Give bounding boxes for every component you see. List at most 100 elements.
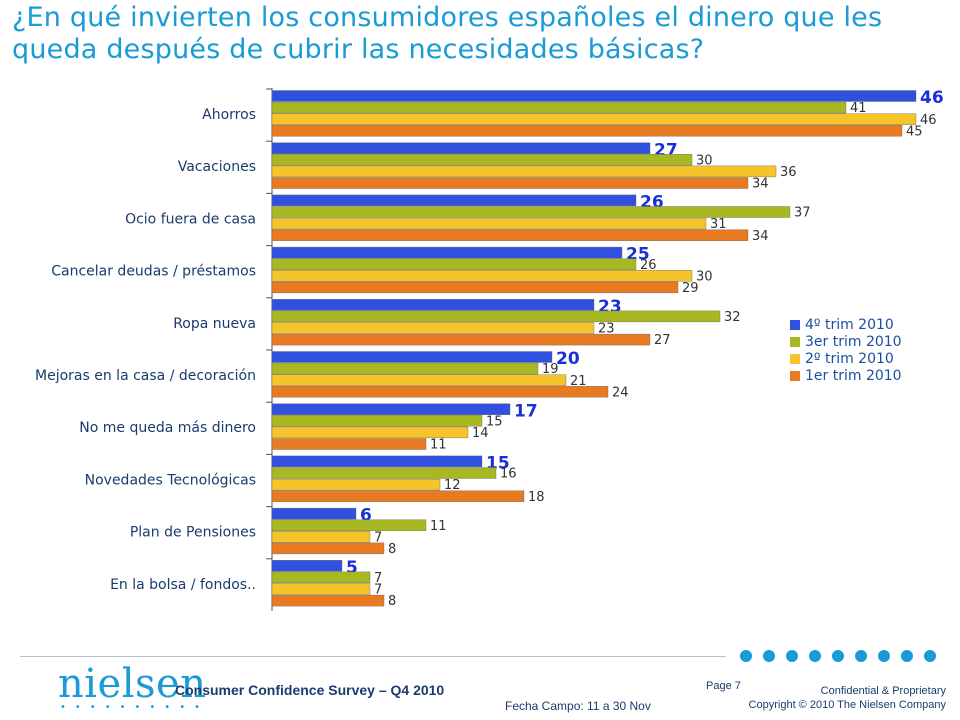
data-label: 11	[430, 438, 447, 453]
data-label: 41	[850, 101, 867, 116]
data-label: 30	[696, 269, 713, 284]
chart-title-line1: ¿En qué invierten los consumidores españ…	[12, 2, 883, 33]
bar-4	[271, 386, 609, 398]
data-label: 6	[360, 506, 372, 526]
data-label: 12	[444, 478, 461, 493]
confidentiality-notice: Confidential & Proprietary Copyright © 2…	[749, 684, 946, 712]
data-label: 29	[682, 281, 699, 296]
copyright-label: Copyright © 2010 The Nielsen Company	[748, 699, 946, 711]
data-label: 18	[528, 490, 545, 505]
legend-item: 2º trim 2010	[790, 350, 902, 367]
legend-label: 4º trim 2010	[805, 316, 894, 333]
category-label: Cancelar deudas / préstamos	[51, 264, 256, 280]
category-label: Ocio fuera de casa	[125, 211, 256, 227]
data-label: 46	[920, 113, 937, 128]
bar-1	[271, 194, 637, 207]
category-label: Ahorros	[202, 107, 256, 123]
bar-3	[271, 583, 371, 595]
survey-name: Consumer Confidence Survey – Q4 2010	[175, 682, 445, 698]
category-label: Plan de Pensiones	[130, 525, 256, 541]
legend-swatch	[790, 353, 800, 364]
legend-label: 1er trim 2010	[805, 367, 902, 384]
legend-item: 3er trim 2010	[790, 333, 902, 350]
bar-2	[271, 571, 371, 584]
chart-title-line2: queda después de cubrir las necesidades …	[12, 34, 705, 65]
legend-swatch	[790, 336, 800, 347]
data-label: 30	[696, 153, 713, 168]
bar-3	[271, 270, 693, 282]
bar-4	[271, 177, 749, 189]
data-label: 11	[430, 519, 447, 534]
bar-1	[271, 90, 917, 102]
category-label: Ropa nueva	[173, 316, 256, 332]
bar-4	[271, 594, 385, 607]
bar-4	[271, 438, 427, 450]
bar-2	[271, 519, 427, 531]
data-label: 37	[794, 206, 811, 221]
bar-3	[271, 322, 595, 334]
bar-1	[271, 403, 511, 415]
data-label: 7	[374, 530, 382, 545]
category-label: Novedades Tecnológicas	[85, 472, 256, 488]
legend-swatch	[790, 370, 800, 381]
data-label: 15	[486, 414, 503, 429]
bar-2	[271, 362, 539, 375]
category-label: Vacaciones	[178, 159, 256, 175]
data-label: 8	[388, 542, 396, 557]
category-label: No me queda más dinero	[79, 420, 256, 436]
confidential-label: Confidential & Proprietary	[820, 685, 946, 697]
bar-1	[271, 299, 595, 311]
data-label: 23	[598, 322, 615, 337]
data-label: 5	[346, 558, 358, 578]
data-label: 31	[710, 217, 727, 232]
data-label: 14	[472, 426, 489, 441]
bar-4	[271, 125, 903, 137]
bar-2	[271, 467, 497, 479]
bar-3	[271, 165, 777, 178]
data-label: 8	[388, 594, 396, 609]
data-label: 46	[920, 88, 944, 108]
bar-2	[271, 206, 791, 218]
bar-4	[271, 281, 679, 294]
bar-2	[271, 415, 483, 427]
bar-3	[271, 531, 371, 543]
data-label: 7	[374, 583, 382, 598]
nielsen-logo: nielsen	[58, 661, 207, 707]
data-label: 34	[752, 177, 769, 192]
bar-2	[271, 258, 637, 270]
logo-dots-decoration: ••••••••••	[60, 702, 209, 713]
bar-1	[271, 560, 343, 572]
footer-dots-decoration	[740, 650, 936, 662]
bar-1	[271, 351, 553, 363]
bar-4	[271, 333, 651, 346]
legend-item: 4º trim 2010	[790, 316, 902, 333]
data-label: 17	[514, 401, 538, 421]
bar-3	[271, 426, 469, 439]
bar-1	[271, 142, 651, 154]
legend-item: 1er trim 2010	[790, 367, 902, 384]
data-label: 19	[542, 362, 559, 377]
bar-1	[271, 246, 623, 259]
data-label: 34	[752, 229, 769, 244]
footer: nielsen •••••••••• Consumer Confidence S…	[0, 644, 960, 720]
data-label: 16	[500, 467, 517, 482]
category-label: En la bolsa / fondos..	[110, 577, 256, 593]
data-label: 36	[780, 165, 797, 180]
bar-1	[271, 455, 483, 468]
bar-3	[271, 217, 707, 230]
legend-label: 2º trim 2010	[805, 350, 894, 367]
data-label: 32	[724, 310, 741, 325]
bar-3	[271, 374, 567, 386]
bar-4	[271, 490, 525, 502]
legend-label: 3er trim 2010	[805, 333, 902, 350]
fieldwork-dates: Fecha Campo: 11 a 30 Nov	[505, 699, 651, 713]
bar-4	[271, 229, 749, 241]
bar-2	[271, 154, 693, 166]
data-label: 20	[556, 349, 580, 369]
chart-legend: 4º trim 2010 3er trim 2010 2º trim 2010 1er…	[790, 316, 902, 384]
legend-swatch	[790, 319, 800, 330]
data-label: 21	[570, 374, 587, 389]
bar-2	[271, 101, 847, 114]
data-label: 27	[654, 333, 671, 348]
